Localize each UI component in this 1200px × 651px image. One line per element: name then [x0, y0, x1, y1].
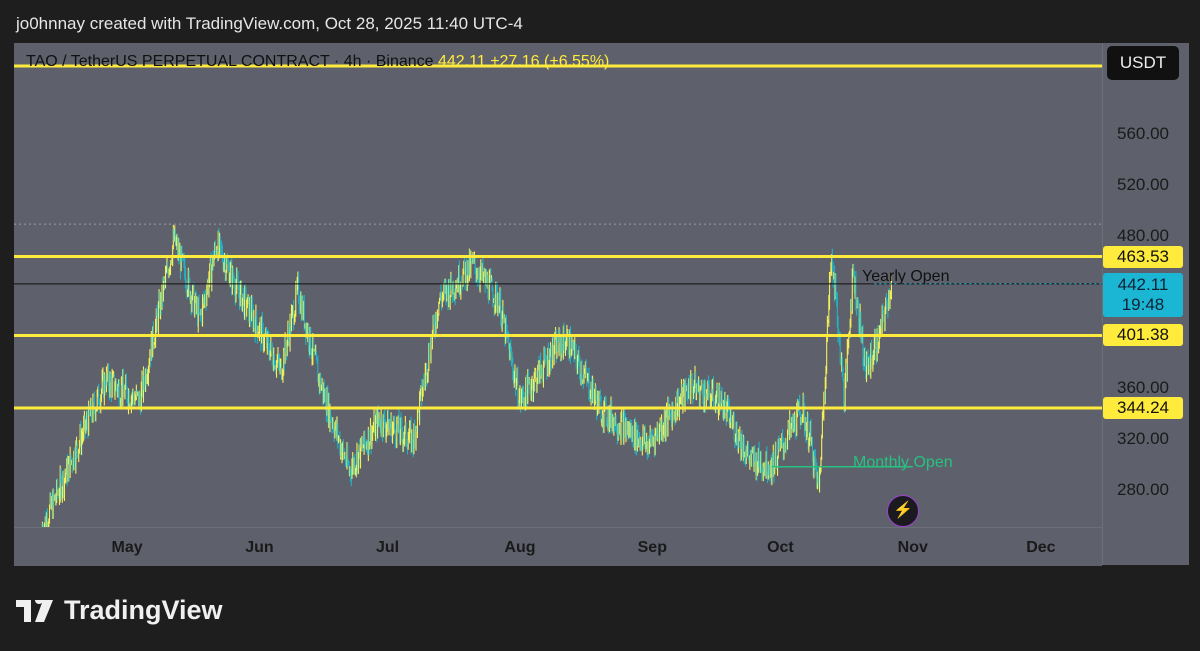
time-tick: Oct	[767, 539, 794, 556]
time-tick: Nov	[897, 539, 928, 556]
chart-pane[interactable]: TAO / TetherUS PERPETUAL CONTRACT · 4h ·…	[14, 43, 1102, 527]
level-price-label: 401.38	[1103, 324, 1183, 347]
level-price-label: 344.24	[1103, 397, 1183, 419]
time-tick: Dec	[1026, 539, 1056, 556]
price-tick: 360.00	[1117, 378, 1169, 397]
price-tick: 280.00	[1117, 479, 1169, 499]
monthly-open-label: Monthly Open	[853, 453, 953, 471]
bar-countdown: 19:48	[1121, 294, 1165, 314]
price-chart	[14, 64, 1102, 527]
price-tick: 560.00	[1117, 124, 1169, 143]
time-tick: Sep	[637, 539, 667, 556]
last-price: 442.11	[437, 53, 486, 70]
time-tick: Jun	[245, 539, 274, 556]
tradingview-logo: TradingView	[16, 595, 223, 626]
symbol-legend: TAO / TetherUS PERPETUAL CONTRACT · 4h ·…	[26, 53, 609, 71]
price-change: +27.16 (+6.55%)	[490, 53, 610, 70]
currency-button[interactable]: USDT	[1107, 46, 1179, 80]
time-tick: May	[111, 539, 143, 556]
logo-text: TradingView	[64, 595, 223, 625]
tv-logo-icon	[16, 599, 53, 622]
price-tick: 320.00	[1117, 428, 1169, 448]
lightning-icon[interactable]: ⚡	[887, 495, 919, 527]
symbol-title: TAO / TetherUS PERPETUAL CONTRACT · 4h ·…	[26, 53, 434, 70]
price-tick: 480.00	[1117, 225, 1169, 245]
time-tick: Aug	[504, 539, 536, 556]
level-price-label: 463.53	[1103, 245, 1183, 268]
price-scale[interactable]: 560.00 520.00 480.00 360.00 320.00 280.00 463.…	[1102, 43, 1189, 565]
time-tick: Jul	[376, 539, 400, 556]
time-axis[interactable]: May Jun Jul Aug Sep Oct Nov Dec	[14, 527, 1102, 566]
last-price-label: 442.11 19:48	[1103, 272, 1183, 317]
last-price-value: 442.11	[1117, 274, 1169, 294]
credit-line: jo0hnnay created with TradingView.com, O…	[16, 14, 523, 33]
price-tick: 520.00	[1117, 174, 1169, 194]
yearly-open-label: Yearly Open	[862, 267, 950, 285]
